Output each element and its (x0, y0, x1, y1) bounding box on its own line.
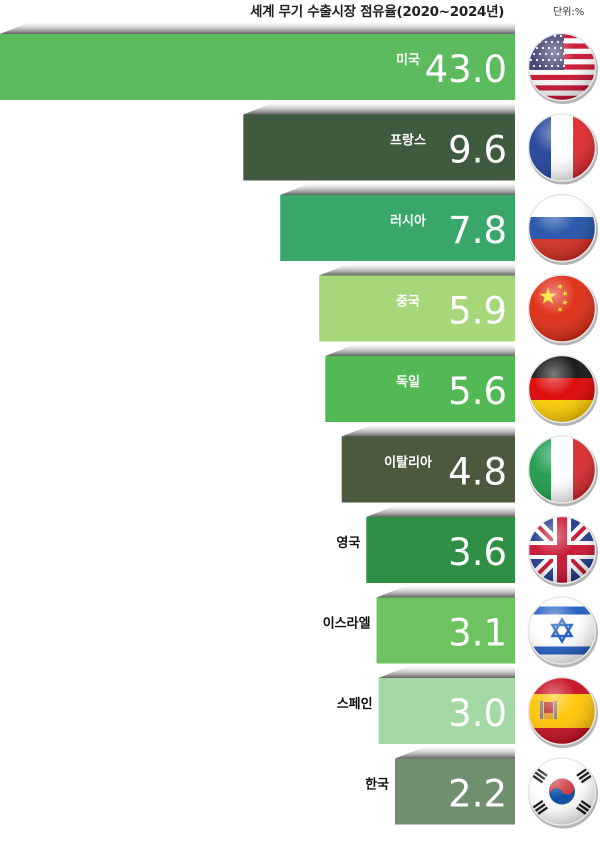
france-flag-icon (527, 113, 598, 185)
bar-category-label: 러시아 (390, 213, 426, 229)
spain-flag-icon (527, 676, 598, 748)
uk-flag-icon (527, 515, 598, 587)
bar-value-label: 43.0 (425, 48, 507, 91)
bar-shadow (280, 183, 515, 195)
bar-group: 이스라엘 3.1 (323, 585, 515, 664)
china-flag-icon (527, 274, 598, 346)
chart-title: 세계 무기 수출시장 점유율(2020~2024년) (250, 4, 505, 20)
bar-value-label: 3.1 (448, 612, 507, 655)
bar-group: 이탈리아 4.8 (341, 424, 515, 503)
bar-category-label: 미국 (396, 52, 420, 68)
bar-group: 미국 43.0 (0, 22, 515, 100)
bar-group: 러시아 7.8 (280, 183, 515, 261)
bar-shadow (378, 666, 515, 678)
bar (395, 758, 515, 825)
bar-category-label: 이탈리아 (384, 455, 432, 471)
bar-shadow (341, 424, 515, 437)
bar-group: 영국 3.6 (336, 505, 515, 583)
bar (319, 275, 515, 342)
bar-shadow (0, 22, 515, 34)
bar-group: 한국 2.2 (365, 746, 515, 825)
bar (243, 114, 516, 181)
bar-value-label: 7.8 (448, 209, 507, 252)
bar-value-label: 9.6 (448, 129, 507, 172)
bar (280, 195, 515, 261)
us-flag-icon (527, 32, 598, 104)
bar-value-label: 4.8 (448, 451, 507, 494)
bar-category-label: 영국 (336, 536, 360, 551)
bar-shadow (376, 585, 515, 598)
unit-label: 단위:% (553, 7, 585, 18)
bar-group: 스페인 3.0 (337, 666, 515, 744)
italy-flag-icon (527, 435, 598, 507)
bar-value-label: 2.2 (448, 773, 507, 816)
bar-shadow (319, 263, 515, 276)
bar-shadow (325, 344, 515, 356)
russia-flag-icon (527, 193, 598, 265)
bar-shadow (395, 746, 515, 759)
bar-shadow (366, 505, 515, 517)
bar-group: 중국 5.9 (319, 263, 515, 342)
bar-category-label: 이스라엘 (323, 616, 371, 632)
israel-flag-icon (527, 596, 598, 668)
bar (376, 597, 515, 664)
bar-value-label: 3.6 (448, 531, 507, 574)
korea-flag-icon (527, 757, 598, 829)
bar-value-label: 5.9 (448, 290, 507, 333)
bar (366, 517, 515, 583)
bar-category-label: 중국 (396, 295, 420, 310)
bar-category-label: 프랑스 (390, 134, 426, 149)
bar-value-label: 5.6 (448, 370, 507, 413)
bar (341, 436, 515, 503)
bar-shadow (243, 102, 516, 115)
bar-group: 프랑스 9.6 (243, 102, 516, 181)
bar-category-label: 스페인 (337, 696, 373, 712)
bar-value-label: 3.0 (448, 692, 507, 735)
bar (0, 34, 515, 100)
bar (325, 356, 515, 422)
bar-group: 독일 5.6 (325, 344, 515, 422)
bar-category-label: 한국 (365, 777, 389, 793)
bar-category-label: 독일 (396, 375, 420, 390)
bar (378, 678, 515, 744)
germany-flag-icon (527, 354, 598, 426)
